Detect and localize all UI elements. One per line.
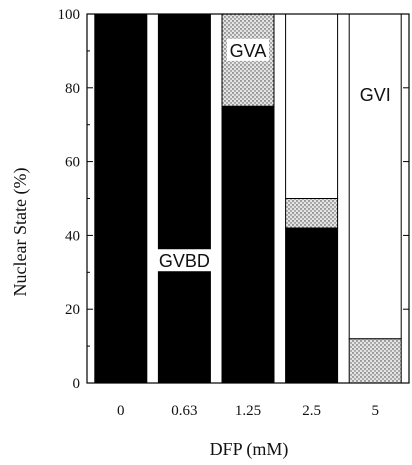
bar-segment-gvi-2.5	[285, 13, 339, 199]
x-axis-title: DFP (mM)	[210, 439, 289, 460]
y-tick-label: 100	[58, 7, 81, 23]
bar-segment-gvbd-2.5	[285, 227, 339, 384]
y-tick-label: 80	[65, 81, 80, 97]
segment-label-gvbd: GVBD	[159, 251, 210, 271]
x-tick-label: 1.25	[235, 403, 261, 419]
segment-label-background	[227, 38, 269, 61]
bar-segment-gvbd-1.25	[221, 105, 275, 384]
bar-segment-gvbd-0	[94, 13, 148, 384]
x-tick-label: 2.5	[302, 403, 321, 419]
segment-label-gva: GVA	[230, 41, 267, 61]
bar-segment-gva-5	[348, 338, 402, 384]
x-tick-label: 0	[117, 403, 125, 419]
y-tick-label: 40	[65, 228, 80, 244]
axes: 0 20 40 60 80 100 0 0.63 1.25 2.5 5	[58, 7, 410, 419]
bar-segment-gva-2.5	[285, 198, 339, 229]
y-axis-title: Nuclear State (%)	[10, 168, 31, 297]
y-tick-label: 60	[65, 155, 80, 171]
bar-segment-gvi-5	[348, 13, 402, 340]
segment-label-background	[354, 83, 397, 106]
bar-group	[94, 13, 402, 384]
x-tick-label: 0.63	[171, 403, 197, 419]
segment-label-background	[157, 249, 212, 272]
y-tick-label: 20	[65, 302, 80, 318]
x-tick-label: 5	[371, 403, 379, 419]
bar-segment-gvbd-0.63	[157, 13, 211, 384]
segment-label-gvi: GVI	[360, 85, 391, 105]
segment-labels: GVBD GVA GVI	[157, 38, 397, 272]
y-tick-label: 0	[73, 376, 81, 392]
